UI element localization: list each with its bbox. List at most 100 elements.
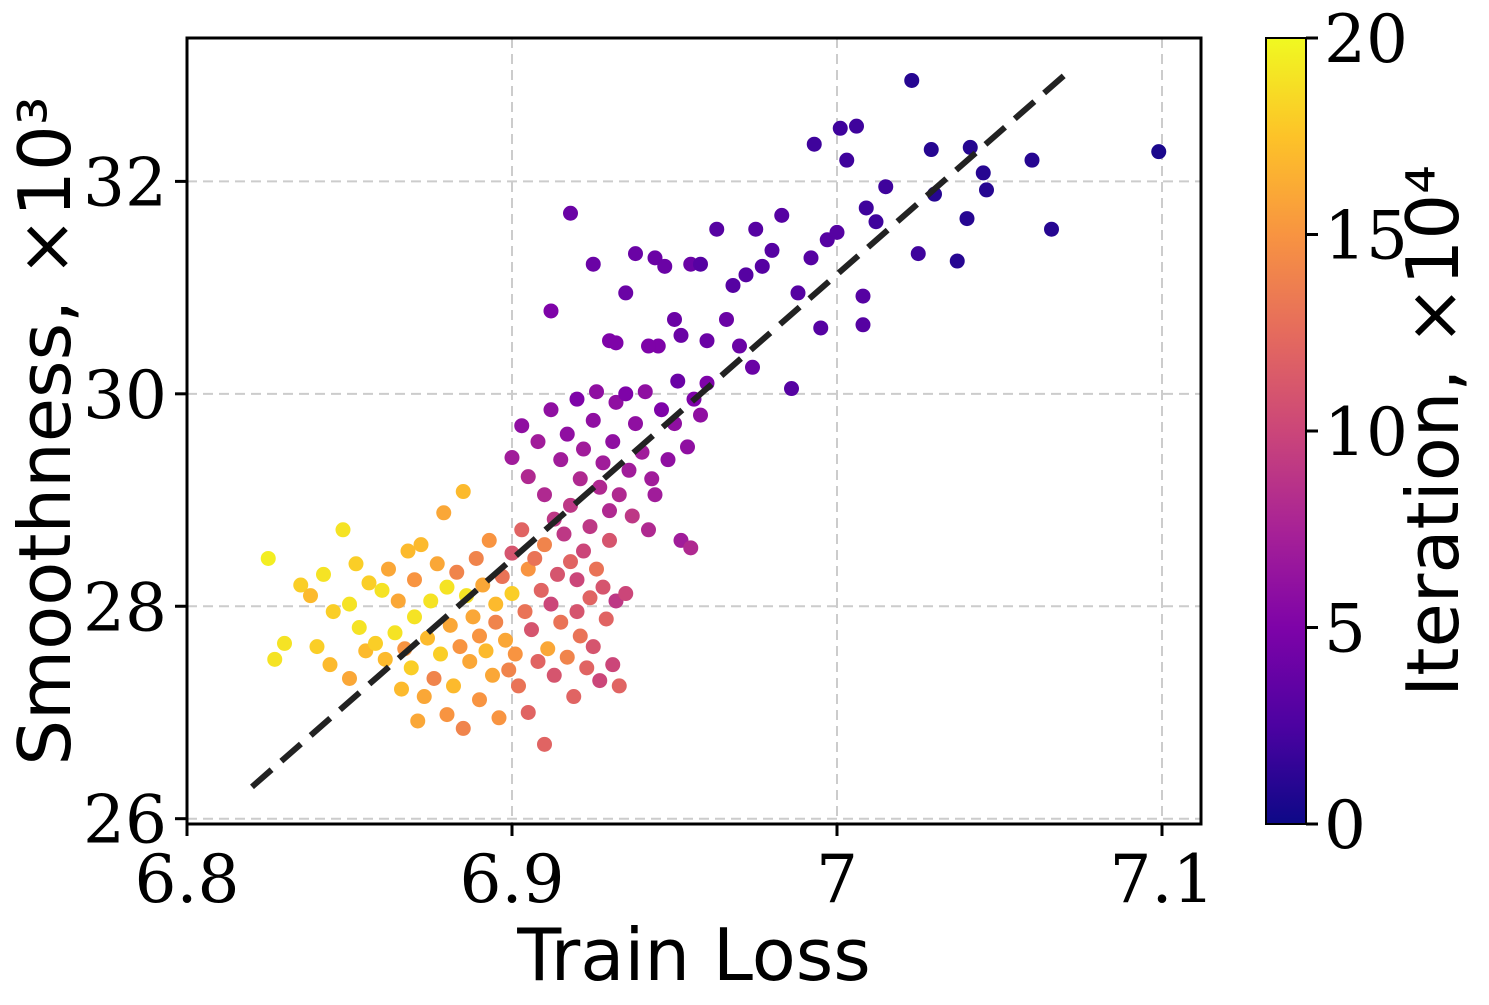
data-point-182 (904, 72, 920, 88)
data-point-160 (732, 338, 747, 354)
data-point-37 (439, 579, 455, 595)
colorbar-tick-label-1: 5 (1324, 591, 1366, 668)
data-point-111 (572, 471, 588, 487)
data-point-49 (472, 628, 487, 644)
data-point-107 (553, 452, 569, 468)
data-point-98 (611, 678, 627, 694)
y-tick-label-1: 28 (83, 569, 167, 646)
data-point-140 (693, 407, 708, 423)
data-point-60 (501, 662, 517, 678)
colorbar-tick-label-3: 15 (1324, 198, 1408, 275)
data-point-19 (381, 561, 396, 577)
data-point-33 (426, 670, 442, 686)
data-point-122 (618, 386, 634, 402)
data-point-138 (683, 540, 699, 556)
data-point-69 (524, 622, 539, 638)
data-point-105 (543, 402, 559, 418)
data-point-167 (784, 381, 799, 397)
data-point-95 (602, 532, 617, 548)
data-point-54 (485, 667, 500, 683)
data-point-80 (556, 526, 572, 542)
data-point-144 (585, 256, 601, 272)
data-point-166 (774, 207, 790, 223)
data-point-30 (416, 689, 432, 705)
data-point-135 (670, 373, 686, 389)
data-point-77 (546, 667, 562, 683)
data-point-143 (563, 205, 578, 221)
data-point-148 (628, 246, 643, 262)
data-point-71 (530, 653, 546, 669)
data-point-35 (433, 646, 448, 662)
data-point-93 (595, 579, 611, 595)
data-point-187 (959, 211, 975, 227)
data-point-193 (1151, 144, 1167, 160)
data-point-76 (543, 596, 559, 612)
data-point-3 (293, 577, 309, 593)
data-point-178 (855, 317, 871, 333)
data-point-104 (537, 487, 552, 503)
data-point-170 (806, 136, 822, 152)
data-point-169 (803, 250, 819, 266)
data-point-190 (979, 182, 994, 198)
data-point-61 (504, 586, 520, 602)
trend-line (250, 72, 1067, 790)
data-point-164 (754, 258, 770, 274)
data-point-7 (322, 657, 338, 673)
data-point-147 (618, 285, 634, 301)
x-axis-ticks: 6.8 6.9 7 7.1 (135, 824, 1214, 918)
data-point-189 (975, 165, 991, 181)
data-point-102 (520, 469, 536, 485)
data-point-25 (403, 660, 419, 676)
data-point-176 (849, 118, 864, 134)
x-tick-label-2: 7 (816, 841, 858, 918)
data-point-175 (839, 152, 855, 168)
data-point-47 (465, 609, 481, 625)
data-point-133 (660, 452, 676, 468)
data-point-123 (621, 462, 637, 478)
data-point-11 (342, 670, 357, 686)
data-point-64 (511, 678, 526, 694)
data-point-152 (667, 311, 682, 327)
data-point-120 (608, 394, 624, 410)
data-point-191 (1024, 152, 1040, 168)
colorbar-ticks: 0 5 10 15 20 (1306, 1, 1408, 864)
data-point-24 (400, 543, 416, 559)
data-point-179 (858, 200, 874, 216)
data-point-62 (504, 545, 520, 561)
data-point-119 (605, 434, 621, 450)
data-point-51 (475, 577, 491, 593)
data-point-2 (277, 635, 292, 651)
data-point-22 (394, 681, 409, 697)
data-point-158 (719, 311, 734, 327)
data-point-16 (368, 635, 383, 651)
data-point-177 (855, 288, 871, 304)
data-points (260, 72, 1167, 752)
data-point-40 (446, 678, 461, 694)
data-point-151 (657, 258, 673, 274)
data-point-89 (582, 590, 598, 606)
y-axis-label: Smoothness, ×10³ (3, 96, 87, 765)
data-point-116 (592, 479, 608, 495)
data-point-90 (585, 639, 601, 655)
data-point-74 (537, 736, 552, 752)
data-point-127 (637, 384, 653, 400)
data-point-48 (468, 550, 484, 566)
data-point-83 (566, 689, 582, 705)
data-point-94 (598, 611, 614, 627)
data-point-132 (654, 402, 669, 418)
data-point-70 (527, 550, 543, 566)
data-point-39 (442, 617, 458, 633)
data-point-159 (725, 277, 741, 293)
data-point-44 (455, 720, 471, 736)
data-point-112 (576, 441, 591, 457)
data-point-162 (745, 359, 760, 375)
data-point-165 (764, 242, 780, 258)
data-point-8 (325, 604, 341, 620)
data-point-174 (832, 120, 848, 136)
data-point-57 (491, 710, 507, 726)
data-point-142 (543, 303, 559, 319)
data-point-31 (420, 630, 435, 646)
data-point-46 (462, 653, 478, 669)
data-point-183 (910, 246, 926, 262)
